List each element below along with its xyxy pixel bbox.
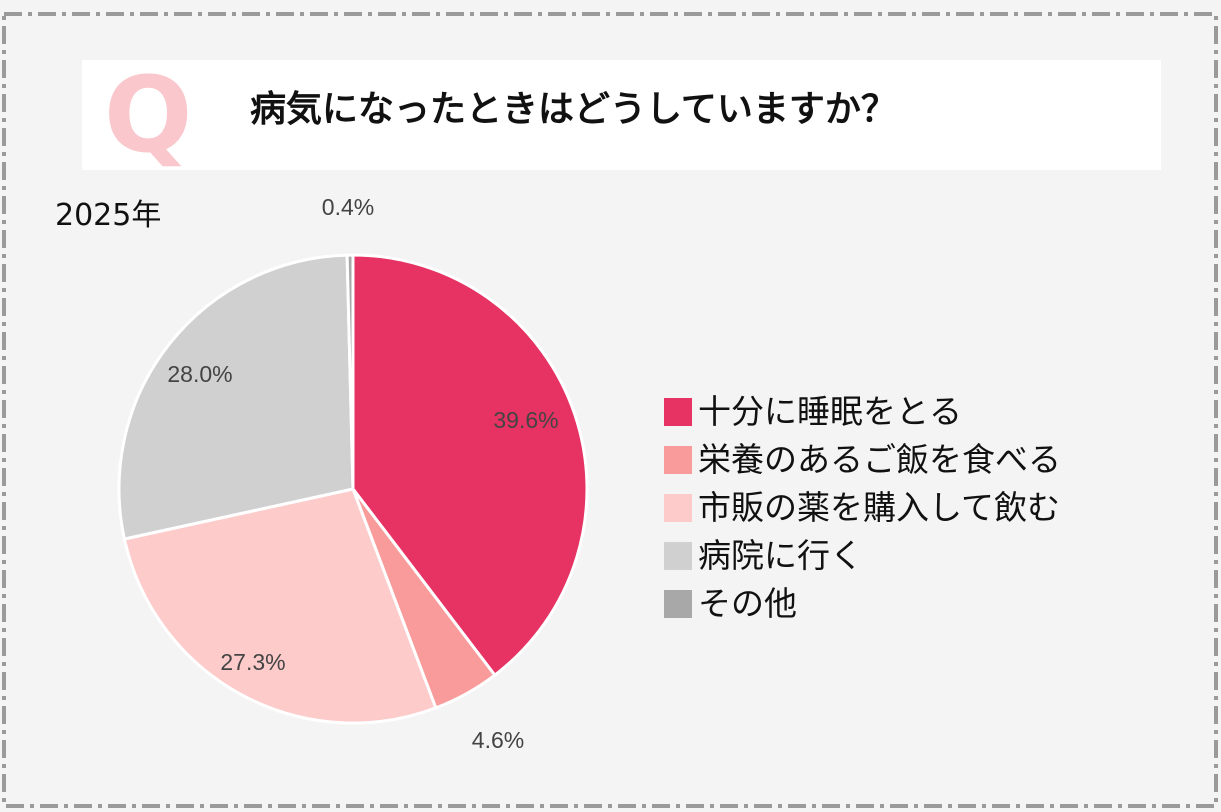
legend-label: 病院に行く xyxy=(698,536,863,575)
legend-label: 十分に睡眠をとる xyxy=(698,392,962,431)
legend-label: 栄養のあるご飯を食べる xyxy=(698,440,1061,479)
legend-label: その他 xyxy=(698,584,797,623)
legend-item: その他 xyxy=(664,580,1124,628)
legend-item: 栄養のあるご飯を食べる xyxy=(664,436,1124,484)
chart-title: 病気になったときはどうしていますか？ xyxy=(250,89,897,130)
pie-slice xyxy=(122,487,438,725)
data-label: 39.6% xyxy=(493,407,558,433)
data-label: 4.6% xyxy=(472,727,524,753)
legend-swatch xyxy=(664,590,692,618)
legend: 十分に睡眠をとる栄養のあるご飯を食べる 市販の薬を購入して飲む 病院に行くその他 xyxy=(664,388,1124,628)
legend-swatch xyxy=(664,542,692,570)
legend-swatch xyxy=(664,446,692,474)
legend-label: 市販の薬を購入して飲む xyxy=(698,488,1061,527)
year-label: 2025年 xyxy=(55,198,162,233)
legend-swatch xyxy=(664,494,692,522)
title-box xyxy=(82,60,1161,170)
data-label: 0.4% xyxy=(322,194,374,220)
legend-item: 十分に睡眠をとる xyxy=(664,388,1124,436)
legend-swatch xyxy=(664,398,692,426)
legend-item: 病院に行く xyxy=(664,532,1124,580)
pie-slice xyxy=(351,253,589,678)
pie-slice xyxy=(345,253,355,490)
q-mark: Q xyxy=(104,54,193,176)
pie-slice xyxy=(117,253,355,541)
data-label: 27.3% xyxy=(220,649,285,675)
legend-item: 市販の薬を購入して飲む xyxy=(664,484,1124,532)
data-label: 28.0% xyxy=(167,361,232,387)
